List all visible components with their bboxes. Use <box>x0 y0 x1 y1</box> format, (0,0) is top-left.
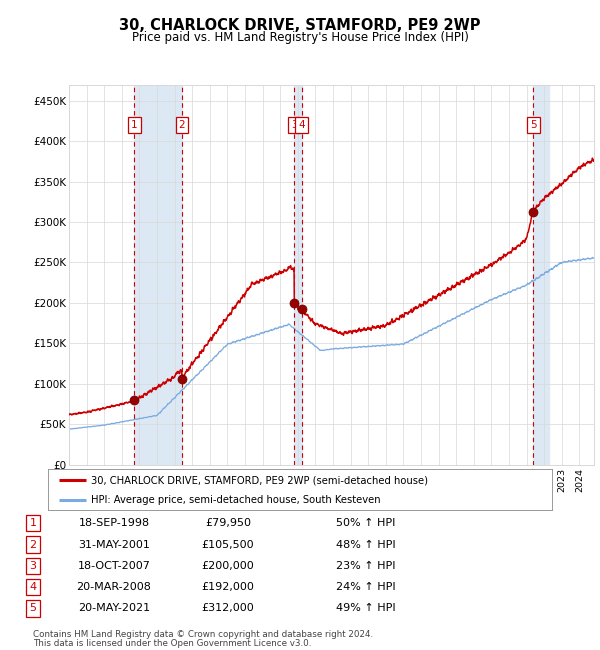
Text: 1: 1 <box>29 518 37 528</box>
Text: £79,950: £79,950 <box>205 518 251 528</box>
Text: 18-OCT-2007: 18-OCT-2007 <box>77 561 151 571</box>
Bar <box>134 84 182 465</box>
Text: 2: 2 <box>29 540 37 549</box>
Text: 3: 3 <box>291 120 298 130</box>
Text: 20-MAY-2021: 20-MAY-2021 <box>78 603 150 614</box>
Text: 18-SEP-1998: 18-SEP-1998 <box>79 518 149 528</box>
Text: 3: 3 <box>29 561 37 571</box>
Text: 1: 1 <box>131 120 137 130</box>
Text: 5: 5 <box>530 120 536 130</box>
Text: 4: 4 <box>29 582 37 592</box>
Text: 4: 4 <box>298 120 305 130</box>
Text: Price paid vs. HM Land Registry's House Price Index (HPI): Price paid vs. HM Land Registry's House … <box>131 31 469 44</box>
Text: £312,000: £312,000 <box>202 603 254 614</box>
Text: £105,500: £105,500 <box>202 540 254 549</box>
Text: £192,000: £192,000 <box>202 582 254 592</box>
Text: 31-MAY-2001: 31-MAY-2001 <box>78 540 150 549</box>
Text: 30, CHARLOCK DRIVE, STAMFORD, PE9 2WP (semi-detached house): 30, CHARLOCK DRIVE, STAMFORD, PE9 2WP (s… <box>91 475 428 486</box>
Text: HPI: Average price, semi-detached house, South Kesteven: HPI: Average price, semi-detached house,… <box>91 495 380 505</box>
Text: Contains HM Land Registry data © Crown copyright and database right 2024.: Contains HM Land Registry data © Crown c… <box>33 630 373 639</box>
Text: 24% ↑ HPI: 24% ↑ HPI <box>336 582 395 592</box>
Text: 48% ↑ HPI: 48% ↑ HPI <box>336 540 395 549</box>
Text: This data is licensed under the Open Government Licence v3.0.: This data is licensed under the Open Gov… <box>33 639 311 648</box>
Text: 23% ↑ HPI: 23% ↑ HPI <box>336 561 395 571</box>
Text: 49% ↑ HPI: 49% ↑ HPI <box>336 603 395 614</box>
Bar <box>294 84 302 465</box>
Bar <box>533 84 550 465</box>
Text: 5: 5 <box>29 603 37 614</box>
Text: 30, CHARLOCK DRIVE, STAMFORD, PE9 2WP: 30, CHARLOCK DRIVE, STAMFORD, PE9 2WP <box>119 18 481 34</box>
Text: 20-MAR-2008: 20-MAR-2008 <box>77 582 151 592</box>
Text: £200,000: £200,000 <box>202 561 254 571</box>
Text: 50% ↑ HPI: 50% ↑ HPI <box>336 518 395 528</box>
Text: 2: 2 <box>179 120 185 130</box>
